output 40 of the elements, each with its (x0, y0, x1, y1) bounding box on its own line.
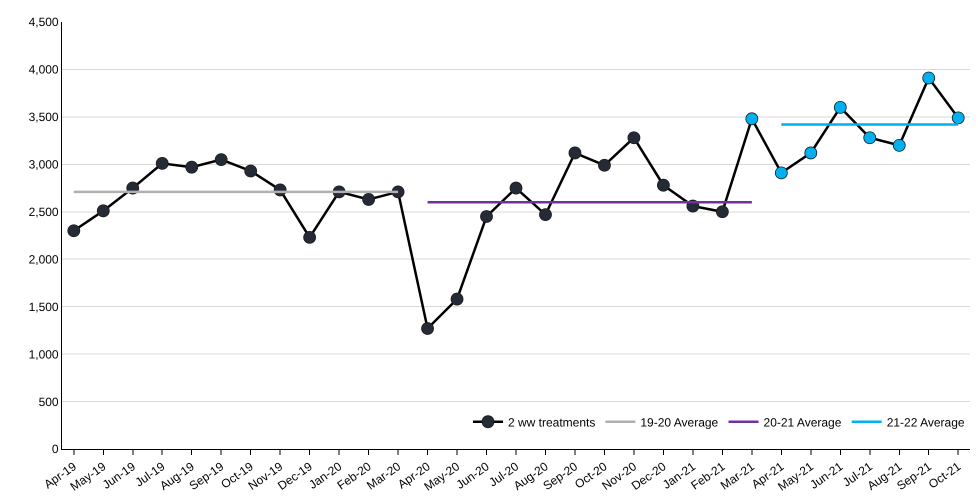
y-tick-label: 1,000 (28, 347, 59, 362)
legend-label: 19-20 Average (640, 415, 719, 430)
point (774, 166, 788, 180)
point (303, 231, 316, 244)
point (510, 182, 522, 194)
point (804, 146, 818, 160)
point (185, 160, 198, 174)
y-tick-label: 3,500 (28, 110, 59, 124)
point (834, 101, 847, 114)
point (863, 131, 876, 144)
y-tick-label: 4,500 (28, 15, 59, 30)
legend-label: 2 ww treatments (508, 415, 596, 430)
y-tick-label: 0 (52, 442, 59, 456)
point (657, 178, 670, 192)
y-tick-label: 500 (38, 394, 59, 409)
point (952, 111, 965, 124)
point (362, 193, 375, 206)
point (745, 112, 758, 126)
point (922, 72, 936, 84)
y-tick-label: 1,500 (28, 300, 59, 314)
point (892, 138, 906, 152)
legend-label: 21-22 Average (886, 415, 965, 430)
y-tick-label: 3,000 (28, 158, 59, 172)
point (156, 156, 169, 170)
point (421, 322, 434, 335)
y-tick-label: 2,500 (28, 204, 59, 219)
point (539, 208, 552, 222)
legend-label: 20-21 Average (764, 415, 842, 430)
point (568, 146, 582, 160)
point (96, 204, 110, 218)
point (480, 210, 493, 223)
point (628, 131, 640, 144)
point (244, 164, 258, 178)
point (450, 292, 464, 306)
point (67, 224, 80, 238)
point (716, 205, 729, 218)
y-tick-label: 4,000 (28, 62, 59, 77)
point (598, 158, 611, 172)
point (214, 153, 228, 166)
y-tick-label: 2,000 (28, 252, 59, 266)
